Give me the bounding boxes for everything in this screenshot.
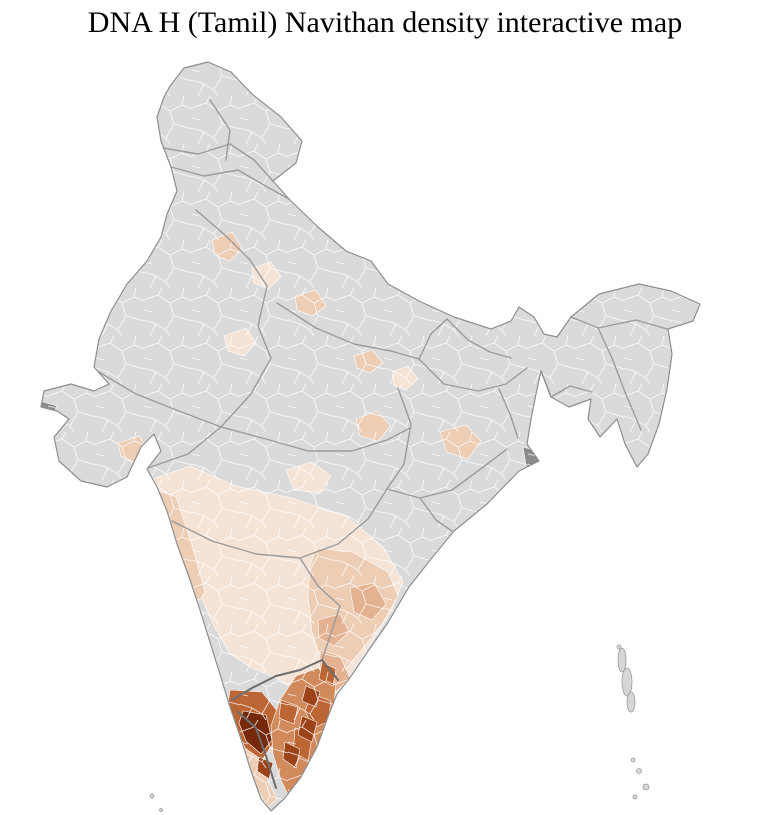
island-chain-west[interactable] [149,793,163,812]
state-borders [98,99,668,789]
island-chain-east[interactable] [616,644,650,800]
page-title: DNA H (Tamil) Navithan density interacti… [87,6,683,39]
